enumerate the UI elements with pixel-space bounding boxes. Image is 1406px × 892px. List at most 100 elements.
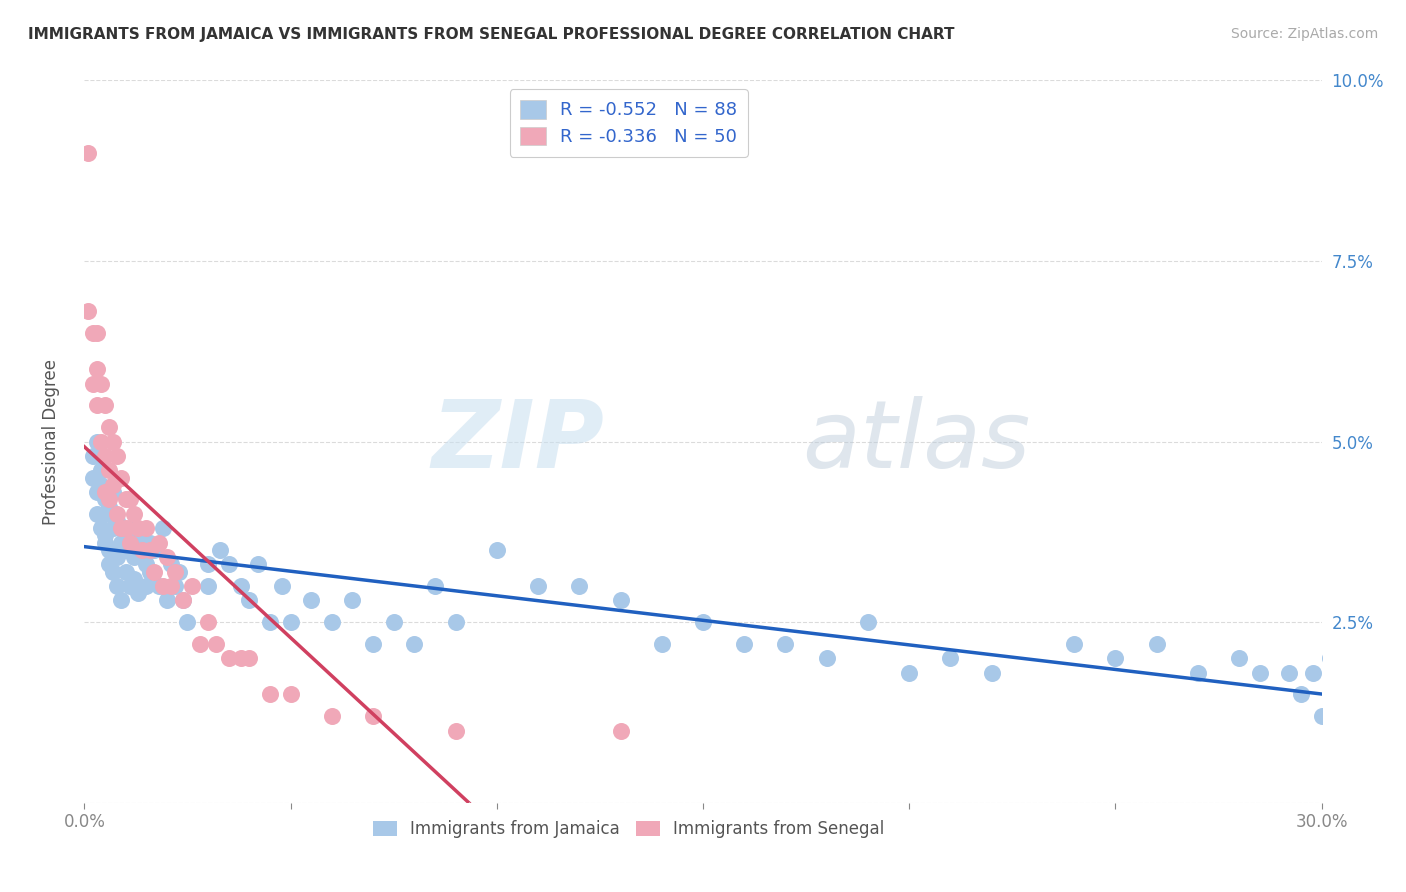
Point: [1278, 665, 1301, 680]
Text: Source: ZipAtlas.com: Source: ZipAtlas.com: [1230, 27, 1378, 41]
Point: [361, 637, 384, 651]
Point: [110, 535, 132, 549]
Point: [110, 593, 132, 607]
Point: [77, 304, 100, 318]
Point: [98, 420, 121, 434]
Point: [127, 521, 149, 535]
Point: [131, 528, 153, 542]
Point: [105, 507, 128, 521]
Point: [1249, 665, 1271, 680]
Point: [444, 723, 467, 738]
Point: [103, 521, 125, 535]
Point: [609, 593, 631, 607]
Point: [86, 434, 108, 449]
Point: [152, 521, 174, 535]
Point: [110, 471, 132, 485]
Point: [856, 615, 879, 630]
Point: [118, 521, 141, 535]
Point: [103, 565, 125, 579]
Point: [105, 449, 128, 463]
Point: [94, 398, 117, 412]
Text: IMMIGRANTS FROM JAMAICA VS IMMIGRANTS FROM SENEGAL PROFESSIONAL DEGREE CORRELATI: IMMIGRANTS FROM JAMAICA VS IMMIGRANTS FR…: [28, 27, 955, 42]
Point: [229, 651, 252, 665]
Point: [135, 579, 157, 593]
Point: [148, 579, 170, 593]
Point: [90, 376, 112, 391]
Point: [105, 514, 128, 528]
Point: [167, 565, 190, 579]
Point: [139, 535, 162, 549]
Point: [131, 542, 153, 557]
Point: [172, 593, 194, 607]
Point: [98, 558, 121, 572]
Point: [143, 565, 166, 579]
Point: [90, 478, 112, 492]
Point: [90, 521, 112, 535]
Point: [1331, 687, 1354, 701]
Point: [86, 507, 108, 521]
Point: [898, 665, 921, 680]
Point: [1227, 651, 1250, 665]
Point: [229, 579, 252, 593]
Point: [218, 651, 240, 665]
Point: [271, 579, 294, 593]
Point: [90, 434, 112, 449]
Point: [82, 326, 104, 340]
Point: [86, 398, 108, 412]
Point: [139, 542, 162, 557]
Point: [135, 521, 157, 535]
Point: [1302, 665, 1324, 680]
Point: [114, 542, 136, 557]
Point: [172, 593, 194, 607]
Point: [980, 665, 1002, 680]
Point: [1187, 665, 1209, 680]
Point: [1289, 687, 1312, 701]
Point: [404, 637, 426, 651]
Point: [299, 593, 322, 607]
Point: [118, 579, 141, 593]
Point: [382, 615, 405, 630]
Point: [568, 579, 591, 593]
Point: [94, 507, 117, 521]
Point: [197, 579, 219, 593]
Point: [238, 593, 260, 607]
Point: [86, 326, 108, 340]
Point: [98, 463, 121, 477]
Point: [188, 637, 211, 651]
Point: [103, 485, 125, 500]
Point: [127, 535, 149, 549]
Point: [423, 579, 446, 593]
Point: [205, 637, 228, 651]
Point: [321, 709, 343, 723]
Point: [114, 492, 136, 507]
Point: [139, 565, 162, 579]
Point: [259, 615, 281, 630]
Point: [127, 586, 149, 600]
Point: [77, 145, 100, 160]
Point: [82, 376, 104, 391]
Point: [176, 615, 198, 630]
Point: [98, 542, 121, 557]
Point: [160, 579, 183, 593]
Point: [82, 471, 104, 485]
Point: [103, 478, 125, 492]
Point: [444, 615, 467, 630]
Text: ZIP: ZIP: [432, 395, 605, 488]
Point: [118, 535, 141, 549]
Point: [135, 558, 157, 572]
Point: [1104, 651, 1126, 665]
Text: atlas: atlas: [801, 396, 1031, 487]
Point: [122, 572, 145, 586]
Point: [1146, 637, 1168, 651]
Point: [160, 558, 183, 572]
Point: [103, 434, 125, 449]
Point: [342, 593, 364, 607]
Point: [238, 651, 260, 665]
Point: [94, 528, 117, 542]
Point: [94, 485, 117, 500]
Point: [218, 558, 240, 572]
Point: [118, 492, 141, 507]
Point: [259, 687, 281, 701]
Point: [82, 449, 104, 463]
Point: [90, 463, 112, 477]
